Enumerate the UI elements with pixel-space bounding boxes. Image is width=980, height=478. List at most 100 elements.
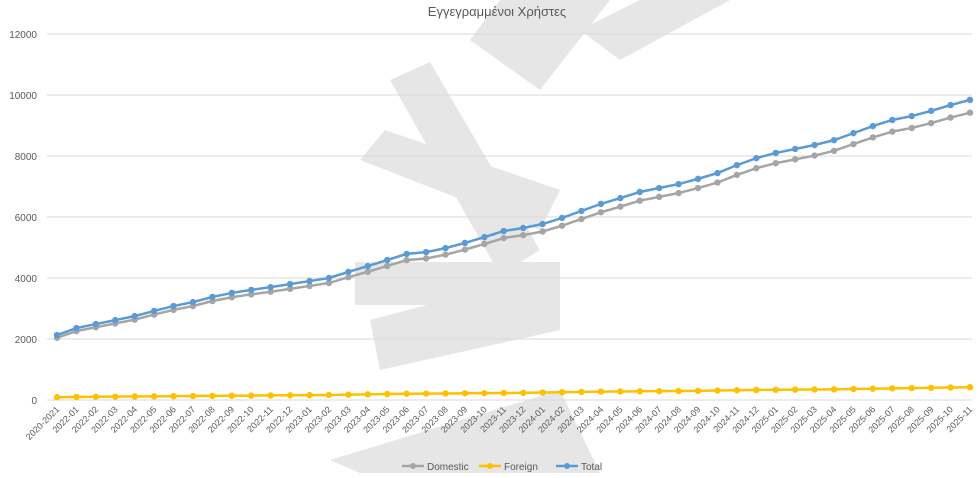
data-point (422, 248, 430, 256)
data-point (500, 227, 507, 235)
data-point (889, 116, 896, 124)
data-point (209, 293, 216, 301)
data-point (811, 141, 818, 149)
data-point (520, 389, 527, 397)
data-point (655, 387, 663, 395)
data-point (966, 383, 974, 391)
data-point (889, 128, 896, 135)
y-tick-label: 4000 (15, 274, 38, 285)
data-point (170, 392, 177, 400)
data-point (753, 165, 760, 172)
data-point (772, 149, 779, 157)
data-point (927, 107, 935, 115)
data-point (248, 392, 255, 399)
data-point (364, 262, 372, 270)
data-point (461, 239, 469, 247)
data-point (675, 387, 682, 395)
data-point (927, 119, 935, 127)
data-point (345, 274, 352, 281)
y-tick-label: 0 (31, 396, 37, 407)
data-point (364, 268, 372, 275)
legend-label: Foreign (504, 462, 538, 473)
series-line (56, 385, 971, 399)
data-point (442, 244, 449, 252)
data-point (791, 156, 799, 163)
data-point (461, 246, 469, 253)
data-point (636, 197, 643, 204)
y-tick-label: 2000 (15, 335, 38, 346)
data-point (306, 282, 313, 290)
data-point (403, 390, 410, 397)
data-point (655, 184, 663, 192)
series-domestic (53, 109, 974, 341)
legend-item-total: Total (556, 462, 602, 473)
data-point (753, 386, 760, 394)
y-tick-label: 6000 (15, 213, 38, 224)
data-point (869, 122, 877, 130)
data-point (830, 386, 838, 393)
data-point (481, 389, 488, 397)
data-point (714, 179, 721, 186)
data-point (617, 388, 624, 395)
data-point (636, 388, 643, 395)
legend: Domestic Foreign Total (402, 462, 602, 473)
data-point (947, 114, 954, 121)
chart-title: Εγγεγραμμένοι Χρήστες (428, 4, 566, 19)
data-point (422, 255, 430, 262)
data-point (617, 194, 624, 202)
data-point (966, 96, 974, 104)
data-point (500, 389, 507, 397)
data-point (325, 279, 333, 287)
data-point (733, 387, 741, 394)
data-point (131, 393, 138, 400)
data-point (675, 189, 682, 197)
y-tick-label: 12000 (9, 30, 37, 41)
data-point (597, 209, 605, 216)
data-point (306, 277, 313, 285)
data-point (73, 393, 80, 401)
data-point (636, 188, 643, 196)
data-point (539, 228, 546, 235)
data-point (869, 385, 877, 392)
data-point (578, 388, 585, 396)
series-foreign (53, 383, 974, 401)
data-point (753, 154, 760, 162)
data-point (384, 262, 391, 270)
data-point (53, 331, 61, 339)
data-point (112, 316, 119, 324)
legend-item-domestic: Domestic (402, 462, 469, 473)
data-point (267, 288, 274, 295)
series-line (56, 98, 971, 337)
series-total (53, 96, 974, 339)
data-point (908, 384, 915, 392)
data-point (248, 286, 255, 294)
data-point (597, 200, 605, 208)
legend-marker (564, 463, 570, 469)
data-point (966, 109, 974, 116)
data-point (869, 134, 877, 141)
data-point (481, 240, 488, 248)
data-point (384, 390, 391, 398)
data-point (248, 291, 255, 298)
data-point (655, 193, 663, 201)
data-point (850, 385, 857, 393)
data-point (228, 289, 236, 297)
data-point (617, 203, 624, 210)
data-point (150, 307, 158, 315)
data-point (791, 145, 799, 153)
data-point (558, 214, 566, 222)
data-point (733, 161, 741, 169)
data-point (325, 274, 333, 282)
data-point (73, 324, 80, 332)
data-point (384, 256, 391, 264)
data-point (850, 129, 857, 137)
data-point (733, 171, 741, 179)
data-point (539, 389, 546, 396)
data-point (442, 390, 449, 397)
data-point (850, 140, 857, 148)
data-point (53, 394, 61, 401)
data-point (947, 101, 954, 109)
data-point (889, 385, 896, 392)
data-point (675, 180, 682, 188)
